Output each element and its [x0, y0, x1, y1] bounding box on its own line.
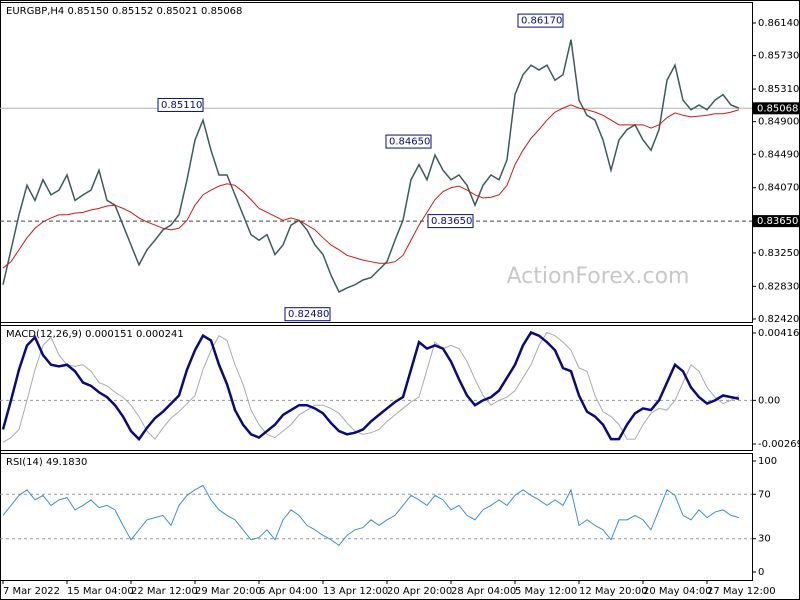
x-tick-label: 12 May 20:00 — [579, 586, 648, 597]
series-line — [2, 39, 740, 293]
y-tick-label: -0.002699 — [758, 439, 800, 450]
panel-title: EURGBP,H4 0.85150 0.85152 0.85021 0.8506… — [6, 6, 242, 17]
panel-frame — [0, 2, 753, 323]
y-tick-label: 0.85310 — [758, 84, 799, 95]
x-tick-label: 27 May 12:00 — [707, 586, 776, 597]
current-price-label-box — [753, 102, 799, 115]
support-label: 0.83650 — [757, 216, 798, 227]
annotation-box — [427, 214, 474, 229]
y-tick-label: 0.84900 — [758, 117, 799, 128]
annotation-label: 0.82480 — [288, 309, 329, 320]
x-tick-label: 7 Mar 2022 — [3, 586, 60, 597]
support-label-box — [753, 215, 799, 228]
current-price-label: 0.85068 — [757, 103, 798, 114]
y-tick-label: 30 — [758, 534, 771, 545]
y-tick-label: 0.84070 — [758, 183, 799, 194]
y-tick-label: 0.82830 — [758, 281, 799, 292]
annotation-label: 0.84650 — [389, 137, 430, 148]
annotation-box — [517, 13, 564, 28]
y-tick-label: 0.00 — [758, 395, 780, 406]
x-tick-label: 28 Apr 04:00 — [451, 586, 516, 597]
annotation-label: 0.85110 — [161, 100, 202, 111]
y-tick-label: 0.83250 — [758, 248, 799, 259]
y-tick-label: 0 — [758, 567, 764, 578]
x-tick-label: 5 May 12:00 — [515, 586, 577, 597]
series-line — [2, 484, 740, 547]
y-tick-label: 0.82420 — [758, 314, 799, 325]
x-tick-label: 29 Mar 20:00 — [195, 586, 262, 597]
x-tick-label: 22 Mar 12:00 — [131, 586, 198, 597]
panel-title: MACD(12,26,9) 0.000151 0.000241 — [6, 329, 184, 340]
series-line — [2, 331, 740, 443]
y-tick-label: 0.004164 — [758, 328, 800, 339]
annotation-box — [284, 307, 331, 322]
y-tick-label: 0.85730 — [758, 51, 799, 62]
series-line — [1, 330, 740, 442]
annotation-label: 0.83650 — [431, 216, 472, 227]
y-tick-label: 0.84490 — [758, 149, 799, 160]
x-tick-label: 15 Mar 04:00 — [67, 586, 134, 597]
y-tick-label: 70 — [758, 489, 771, 500]
panel-frame — [0, 453, 753, 581]
x-tick-label: 13 Apr 12:00 — [323, 586, 388, 597]
x-tick-label: 20 May 04:00 — [643, 586, 712, 597]
annotation-box — [385, 134, 432, 149]
annotation-box — [157, 97, 204, 112]
panel-frame — [0, 325, 753, 451]
y-tick-label: 0.86140 — [758, 18, 799, 29]
annotation-label: 0.86170 — [521, 16, 562, 27]
y-tick-label: 100 — [758, 456, 777, 467]
watermark: ActionForex.com — [507, 264, 690, 289]
series-line — [2, 104, 740, 269]
panel-title: RSI(14) 49.1830 — [6, 457, 87, 468]
x-tick-label: 6 Apr 04:00 — [259, 586, 318, 597]
x-tick-label: 20 Apr 20:00 — [387, 586, 452, 597]
